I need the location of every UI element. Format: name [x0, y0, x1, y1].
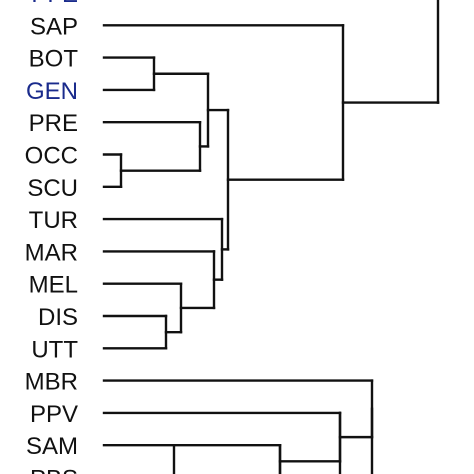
leaf-label-dis: DIS: [38, 304, 78, 331]
leaf-label-pbs: PBS: [30, 466, 78, 474]
leaf-label-utt: UTT: [31, 336, 78, 363]
leaf-label-tur: TUR: [29, 207, 78, 234]
leaf-label-occ: OCC: [25, 143, 78, 170]
leaf-label-sap: SAP: [30, 13, 78, 40]
leaf-labels: PFE SAP BOT GEN PRE OCC SCU TUR MAR MEL DIS UTT MBR P…: [25, 0, 79, 474]
leaf-label-mbr: MBR: [25, 369, 78, 396]
dendrogram-branches: [102, 0, 440, 474]
leaf-label-mar: MAR: [25, 239, 78, 266]
leaf-label-gen: GEN: [26, 78, 78, 105]
leaf-label-pre: PRE: [29, 110, 78, 137]
leaf-label-pfe: PFE: [31, 0, 78, 8]
leaf-label-ppv: PPV: [30, 401, 78, 428]
leaf-label-scu: SCU: [27, 175, 78, 202]
leaf-label-mel: MEL: [29, 272, 78, 299]
leaf-label-sam: SAM: [26, 433, 78, 460]
leaf-label-bot: BOT: [29, 46, 79, 73]
